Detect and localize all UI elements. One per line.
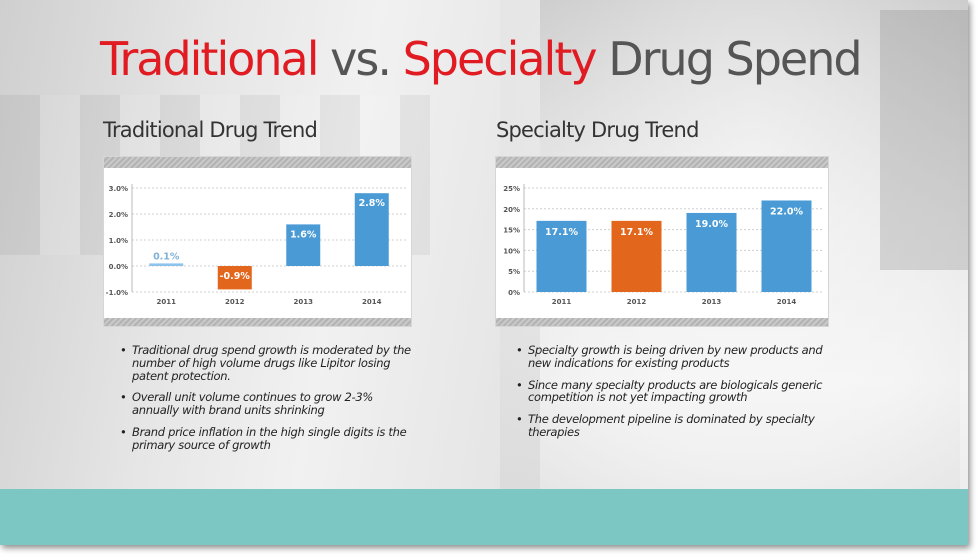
specialty-heading: Specialty Drug Trend [496,118,699,142]
footer-band [0,489,968,545]
traditional-chart: 3.0% 2.0% 1.0% 0.0% -1.0% 0.1% 2011 -0.9% 2012 1.… [106,184,406,306]
specialty-bullets: Specialty growth is being driven by new … [516,344,826,448]
value-label: 2.8% [359,198,386,209]
x-tick-label: 2011 [157,298,177,306]
value-label: 0.1% [153,251,180,262]
x-tick-label: 2014 [362,298,382,306]
y-tick-label: 1.0% [109,237,128,245]
x-tick-label: 2013 [702,298,722,306]
y-tick-label: 3.0% [109,185,128,193]
y-tick-label: 20% [503,206,520,214]
x-tick-label: 2012 [627,298,647,306]
y-tick-label: 10% [503,247,520,255]
y-tick-label: 5% [508,268,520,276]
value-label: 22.0% [770,206,803,217]
traditional-bullet: Traditional drug spend growth is moderat… [120,344,420,383]
traditional-chart-panel: 3.0% 2.0% 1.0% 0.0% -1.0% 0.1% 2011 -0.9% 2012 1.… [103,156,412,327]
y-tick-label: 0.0% [109,263,128,271]
title-vs: vs. [330,32,392,86]
title-drug-spend: Drug Spend [608,32,862,86]
y-tick-label: 2.0% [109,211,128,219]
bar [354,193,389,266]
x-tick-label: 2012 [225,298,245,306]
bar [286,224,321,266]
value-label: 17.1% [545,227,578,238]
y-tick-label: -1.0% [106,289,128,297]
traditional-bullet: Brand price inflation in the high single… [120,426,420,452]
bar [761,200,812,292]
chart-bottom-stripe [104,318,411,326]
slide: Traditional vs. Specialty Drug Spend Tra… [0,0,968,545]
value-label: 19.0% [695,219,728,230]
x-tick-label: 2011 [552,298,572,306]
y-tick-label: 0% [508,289,520,297]
bar [536,220,587,292]
bar [217,266,252,290]
specialty-chart-panel: 25% 20% 15% 10% 5% 0% 17.1% 2011 17.1% 2012 19.0% 2… [495,156,829,327]
title-specialty: Specialty [402,32,598,86]
x-tick-label: 2014 [777,298,797,306]
traditional-heading: Traditional Drug Trend [103,118,318,142]
chart-top-stripe [496,157,828,168]
specialty-bullet: Since many specialty products are biolog… [516,378,826,405]
specialty-bullet: The development pipeline is dominated by… [516,413,826,439]
slide-title: Traditional vs. Specialty Drug Spend [100,36,863,82]
bar [149,263,184,266]
x-tick-label: 2013 [294,298,314,306]
y-tick-label: 15% [503,227,520,235]
bar [686,212,737,292]
value-label: -0.9% [220,271,251,282]
specialty-bullet: Specialty growth is being driven by new … [516,344,826,370]
value-label: 17.1% [620,227,653,238]
traditional-bullet: Overall unit volume continues to grow 2-… [120,391,420,417]
traditional-bullets: Traditional drug spend growth is moderat… [120,344,420,461]
specialty-chart: 25% 20% 15% 10% 5% 0% 17.1% 2011 17.1% 2012 19.0% 2… [503,184,824,306]
bar [611,220,662,292]
chart-bottom-stripe [496,318,828,326]
background-monitor [880,10,968,270]
chart-top-stripe [104,157,411,168]
y-tick-label: 25% [503,185,520,193]
title-traditional: Traditional [100,32,320,86]
value-label: 1.6% [290,229,317,240]
